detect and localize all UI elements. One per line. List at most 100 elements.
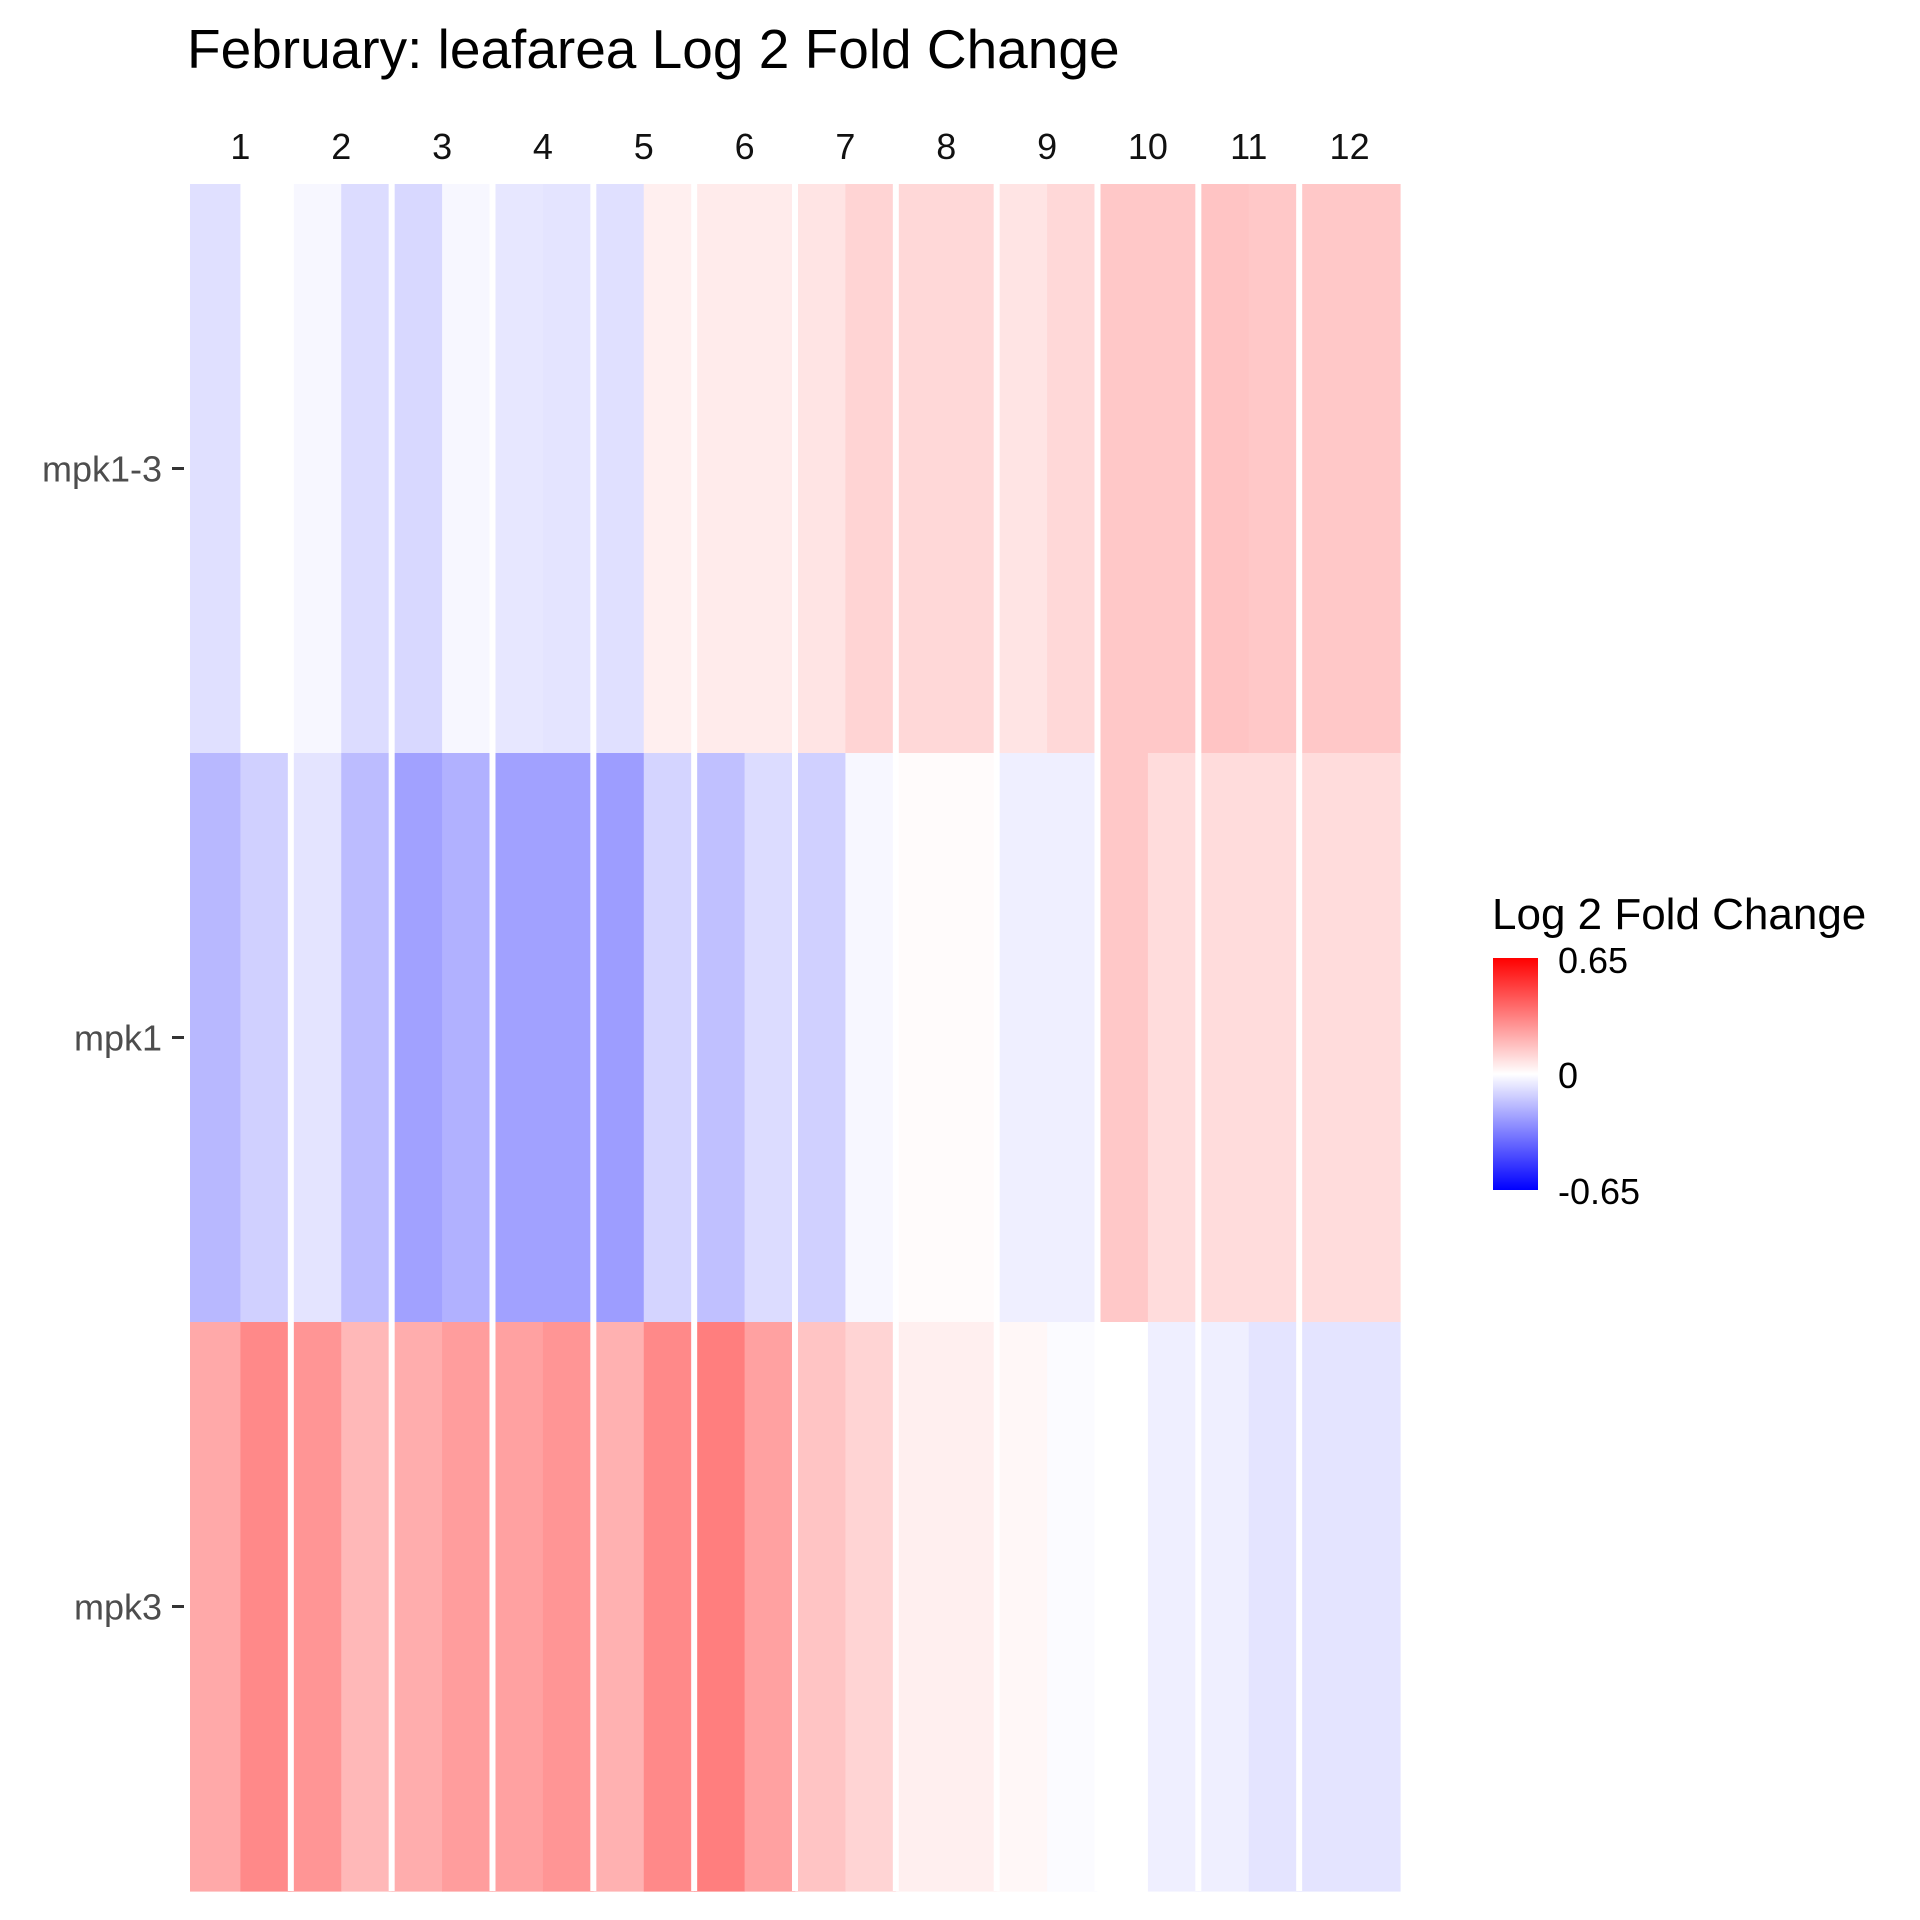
heatmap-cell-mpk3-col-9-1: [996, 1322, 1048, 1892]
heatmap-cell-mpk1-col-8-2: [946, 753, 998, 1323]
column-label-7: 7: [835, 126, 855, 167]
column-label-10: 10: [1128, 126, 1168, 167]
heatmap-cell-mpk3-col-4-2: [542, 1322, 594, 1892]
column-label-1: 1: [230, 126, 250, 167]
heatmap-cell-mpk1-3-col-8-2: [946, 184, 998, 754]
heatmap-cell-mpk1-col-6-1: [694, 753, 746, 1323]
heatmap-cell-mpk1-col-1-2: [240, 753, 292, 1323]
heatmap-cell-mpk1-3-col-3-1: [391, 184, 443, 754]
heatmap-cell-mpk1-3-col-9-1: [996, 184, 1048, 754]
column-label-3: 3: [432, 126, 452, 167]
column-tick-labels: 1 2 3 4 5 6 7 8 9 10 11 12: [230, 126, 1369, 167]
heatmap-cell-mpk1-3-col-5-2: [643, 184, 695, 754]
heatmap-cell-mpk1-col-2-2: [341, 753, 393, 1323]
heatmap-cell-mpk1-3-col-1-1: [190, 184, 242, 754]
column-separator: [892, 184, 899, 1891]
heatmap-cell-mpk3-col-12-1: [1299, 1322, 1351, 1892]
heatmap-cell-mpk3-col-1-1: [190, 1322, 242, 1892]
heatmap-cell-mpk3-col-1-2: [240, 1322, 292, 1892]
heatmap-cell-mpk1-3-col-2-2: [341, 184, 393, 754]
heatmap-cell-mpk3-col-4-1: [492, 1322, 544, 1892]
row-label-mpk3: mpk3: [74, 1587, 162, 1628]
heatmap-cell-mpk1-col-9-2: [1047, 753, 1099, 1323]
heatmap-cell-mpk1-3-col-6-2: [744, 184, 796, 754]
column-label-11: 11: [1230, 126, 1267, 167]
legend-label-max: 0.65: [1558, 940, 1628, 981]
heatmap-cell-mpk3-col-7-1: [795, 1322, 847, 1892]
heatmap-cell-mpk1-col-10-1: [1097, 753, 1149, 1323]
heatmap-cell-mpk3-col-11-2: [1248, 1322, 1300, 1892]
heatmap-cell-mpk1-3-col-7-2: [845, 184, 897, 754]
heatmap-cell-mpk1-3-col-11-2: [1248, 184, 1300, 754]
heatmap-cell-mpk3-col-8-1: [895, 1322, 947, 1892]
heatmap-cell-mpk1-3-col-12-2: [1349, 184, 1401, 754]
heatmap-cell-mpk1-col-5-2: [643, 753, 695, 1323]
legend-label-zero: 0: [1558, 1055, 1578, 1096]
chart-title: February: leafarea Log 2 Fold Change: [187, 18, 1120, 80]
heatmap-cell-mpk1-3-col-5-1: [593, 184, 645, 754]
column-label-4: 4: [533, 126, 553, 167]
heatmap-cell-mpk1-3-col-4-1: [492, 184, 544, 754]
heatmap-cell-mpk1-col-10-2: [1147, 753, 1199, 1323]
column-label-6: 6: [735, 126, 755, 167]
column-label-9: 9: [1037, 126, 1057, 167]
column-separator: [993, 184, 1000, 1891]
legend: Log 2 Fold Change 0.65 0 -0.65: [1492, 890, 1866, 1212]
legend-title: Log 2 Fold Change: [1492, 890, 1866, 939]
heatmap-cell-mpk3-col-6-2: [744, 1322, 796, 1892]
legend-colorbar: [1493, 958, 1538, 1190]
heatmap-cell-mpk1-col-4-1: [492, 753, 544, 1323]
column-separator: [287, 184, 294, 1891]
column-label-8: 8: [936, 126, 956, 167]
heatmap-cell-mpk1-col-11-1: [1198, 753, 1250, 1323]
heatmap-cell-mpk1-col-2-1: [290, 753, 342, 1323]
heatmap-cell-mpk1-col-8-1: [895, 753, 947, 1323]
heatmap-cell-mpk1-3-col-10-1: [1097, 184, 1149, 754]
heatmap-cell-mpk1-3-col-3-2: [442, 184, 494, 754]
heatmap-cell-mpk3-col-3-2: [442, 1322, 494, 1892]
row-label-mpk1-3: mpk1-3: [42, 449, 162, 490]
heatmap-cell-mpk1-col-3-2: [442, 753, 494, 1323]
heatmap-cell-mpk1-3-col-11-1: [1198, 184, 1250, 754]
heatmap-cell-mpk1-3-col-6-1: [694, 184, 746, 754]
heatmap-cell-mpk1-3-col-2-1: [290, 184, 342, 754]
heatmap-cell-mpk3-col-3-1: [391, 1322, 443, 1892]
heatmap-cell-mpk1-col-9-1: [996, 753, 1048, 1323]
heatmap-cell-mpk1-col-5-1: [593, 753, 645, 1323]
column-label-2: 2: [331, 126, 351, 167]
heatmap-cell-mpk3-col-2-2: [341, 1322, 393, 1892]
column-separator: [489, 184, 496, 1891]
heatmap-cell-mpk1-3-col-1-2: [240, 184, 292, 754]
heatmap-cell-mpk3-col-2-1: [290, 1322, 342, 1892]
heatmap-cell-mpk1-3-col-8-1: [895, 184, 947, 754]
heatmap-cell-mpk1-col-1-1: [190, 753, 242, 1323]
heatmap-cell-mpk3-col-11-1: [1198, 1322, 1250, 1892]
heatmap-cell-mpk3-col-5-1: [593, 1322, 645, 1892]
heatmap-cell-mpk1-3-col-9-2: [1047, 184, 1099, 754]
heatmap-cell-mpk3-col-5-2: [643, 1322, 695, 1892]
heatmap-cell-mpk1-col-11-2: [1248, 753, 1300, 1323]
legend-label-min: -0.65: [1558, 1171, 1640, 1212]
heatmap-cell-mpk1-col-12-2: [1349, 753, 1401, 1323]
column-separator: [1195, 184, 1202, 1891]
heatmap-cell-mpk1-3-col-7-1: [795, 184, 847, 754]
column-label-12: 12: [1330, 126, 1370, 167]
heatmap-cell-mpk3-col-10-1: [1097, 1322, 1149, 1892]
heatmap-cell-mpk1-col-3-1: [391, 753, 443, 1323]
heatmap-cell-mpk1-3-col-10-2: [1147, 184, 1199, 754]
heatmap-cell-mpk1-3-col-4-2: [542, 184, 594, 754]
column-separator: [691, 184, 698, 1891]
heatmap-cell-mpk1-col-7-2: [845, 753, 897, 1323]
column-separator: [388, 184, 395, 1891]
heatmap-cell-mpk3-col-12-2: [1349, 1322, 1401, 1892]
heatmap-cell-mpk3-col-7-2: [845, 1322, 897, 1892]
heatmap-cell-mpk1-col-6-2: [744, 753, 796, 1323]
heatmap-cell-mpk3-col-6-1: [694, 1322, 746, 1892]
column-separator: [1296, 184, 1303, 1891]
row-label-mpk1: mpk1: [74, 1018, 162, 1059]
heatmap-cell-mpk3-col-8-2: [946, 1322, 998, 1892]
row-tick-labels: mpk1-3 mpk1 mpk3: [42, 449, 184, 1628]
column-separator: [590, 184, 597, 1891]
column-separator: [1094, 184, 1101, 1891]
